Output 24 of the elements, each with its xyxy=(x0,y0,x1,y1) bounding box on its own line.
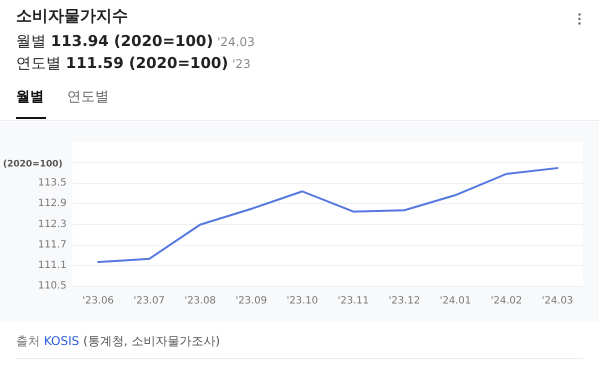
text: 월별 xyxy=(16,88,44,106)
x-tick-label: '23.07 xyxy=(133,296,165,306)
y-tick-label: 113.5 xyxy=(38,178,67,189)
source-note: 출처 KOSIS (통계청, 소비자물가조사) xyxy=(16,334,220,348)
x-tick-label: '23.11 xyxy=(338,296,370,306)
y-tick-label: 112.9 xyxy=(38,198,67,210)
x-tick-label: '24.02 xyxy=(490,296,522,306)
x-tick-label: '24.01 xyxy=(440,296,472,306)
y-tick-label: 110.5 xyxy=(38,280,67,292)
chart-subtitle: 월별 113.94 (2020=100) '24.03 xyxy=(16,32,255,50)
x-tick-label: '23.12 xyxy=(388,296,420,306)
x-tick-label: '23.06 xyxy=(82,296,114,306)
text: 연도별 111.59 (2020=100) '23 xyxy=(16,54,251,72)
y-axis-title: (2020=100) xyxy=(2,160,63,170)
line-series xyxy=(97,167,558,263)
y-tick-label: 111.7 xyxy=(38,239,67,250)
y-tick-label: 111.1 xyxy=(38,260,67,271)
chart-title: 소비자물가지수 xyxy=(16,6,128,27)
x-tick-label: '23.10 xyxy=(286,296,318,306)
text: 연도별 xyxy=(67,88,109,106)
x-tick-label: '23.08 xyxy=(184,296,216,306)
x-tick-label: '24.03 xyxy=(542,296,574,306)
x-tick-label: '23.09 xyxy=(236,296,267,306)
y-tick-label: 112.3 xyxy=(38,218,67,230)
